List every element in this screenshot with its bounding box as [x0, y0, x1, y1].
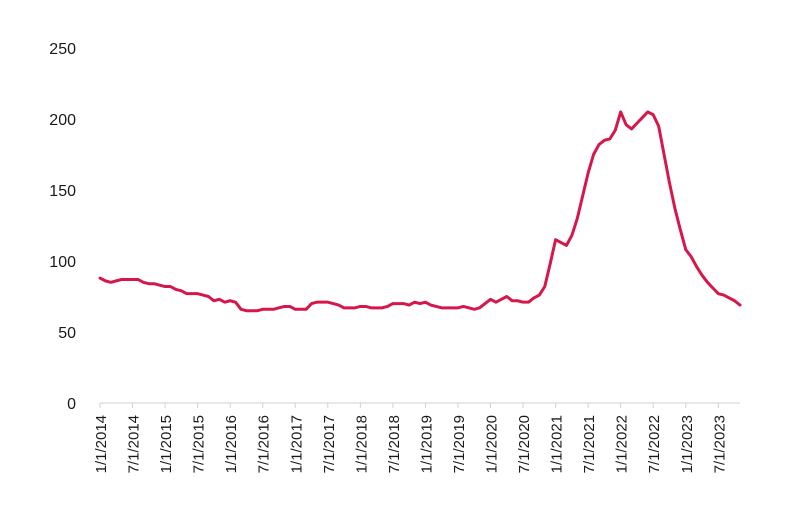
- series-layer: [98, 110, 742, 313]
- y-tick-label: 250: [49, 41, 76, 58]
- x-tick-label: 7/1/2017: [321, 415, 338, 473]
- x-tick-label: 7/1/2018: [386, 415, 403, 473]
- y-tick-label: 100: [49, 254, 76, 271]
- x-tick-label: 1/1/2014: [93, 415, 110, 473]
- y-tick-label: 150: [49, 183, 76, 200]
- x-tick-label: 1/1/2018: [353, 415, 370, 473]
- x-tick-label: 1/1/2022: [614, 415, 631, 473]
- series-line: [98, 110, 742, 313]
- y-tick-label: 50: [58, 325, 76, 342]
- x-tick-label: 1/1/2016: [223, 415, 240, 473]
- x-tick-label: 1/1/2023: [679, 415, 696, 473]
- x-tick-label: 1/1/2019: [418, 415, 435, 473]
- x-tick-label: 7/1/2014: [126, 415, 143, 473]
- x-tick-label: 7/1/2020: [516, 415, 533, 473]
- x-axis: 1/1/2014 7/1/2014 1/1/2015 7/1/2015 1/1/2016…: [93, 402, 740, 473]
- x-tick-label: 7/1/2022: [646, 415, 663, 473]
- x-tick-label: 1/1/2015: [158, 415, 175, 473]
- x-tick-label: 7/1/2016: [256, 415, 273, 473]
- y-tick-label: 0: [67, 396, 76, 413]
- x-tick-label: 1/1/2017: [288, 415, 305, 473]
- x-tick-label: 7/1/2021: [581, 415, 598, 473]
- x-tick-label: 7/1/2019: [451, 415, 468, 473]
- x-tick-label: 7/1/2015: [191, 415, 208, 473]
- x-tick-label: 7/1/2023: [711, 415, 728, 473]
- y-axis: 0 50 100 150 200 250: [49, 41, 76, 413]
- x-tick-label: 1/1/2021: [549, 415, 566, 473]
- y-tick-label: 200: [49, 112, 76, 129]
- x-tick-label: 1/1/2020: [484, 415, 501, 473]
